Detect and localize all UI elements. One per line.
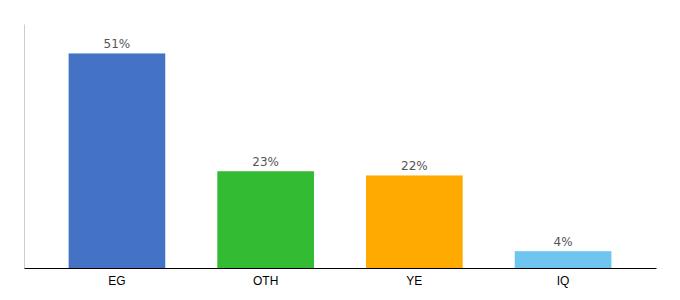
x-tick-label: IQ (557, 274, 570, 288)
data-label: 51% (104, 37, 131, 51)
bar (366, 175, 463, 268)
x-axis: EG OTH YE IQ (25, 268, 657, 288)
x-tick-label: EG (108, 274, 125, 288)
x-tick: EG (108, 268, 125, 288)
bar (69, 53, 166, 268)
data-label: 23% (252, 155, 279, 169)
data-labels: 51% 23% 22% 4% (104, 37, 573, 249)
chart-container: EG OTH YE IQ 51% 23% 22% 4% (0, 0, 680, 300)
bar (217, 171, 314, 268)
bars (69, 53, 612, 268)
bar (515, 251, 612, 268)
plot-area: EG OTH YE IQ 51% 23% 22% 4% (25, 25, 657, 288)
x-axis-line (25, 268, 657, 269)
chart-svg: EG OTH YE IQ 51% 23% 22% 4% (0, 0, 680, 300)
x-tick: YE (406, 268, 422, 288)
x-tick: IQ (557, 268, 570, 288)
x-tick-label: YE (406, 274, 422, 288)
data-label: 22% (401, 159, 428, 173)
data-label: 4% (554, 235, 573, 249)
y-axis (24, 25, 25, 269)
x-tick: OTH (253, 268, 278, 288)
y-axis-line (24, 25, 25, 269)
x-tick-label: OTH (253, 274, 278, 288)
